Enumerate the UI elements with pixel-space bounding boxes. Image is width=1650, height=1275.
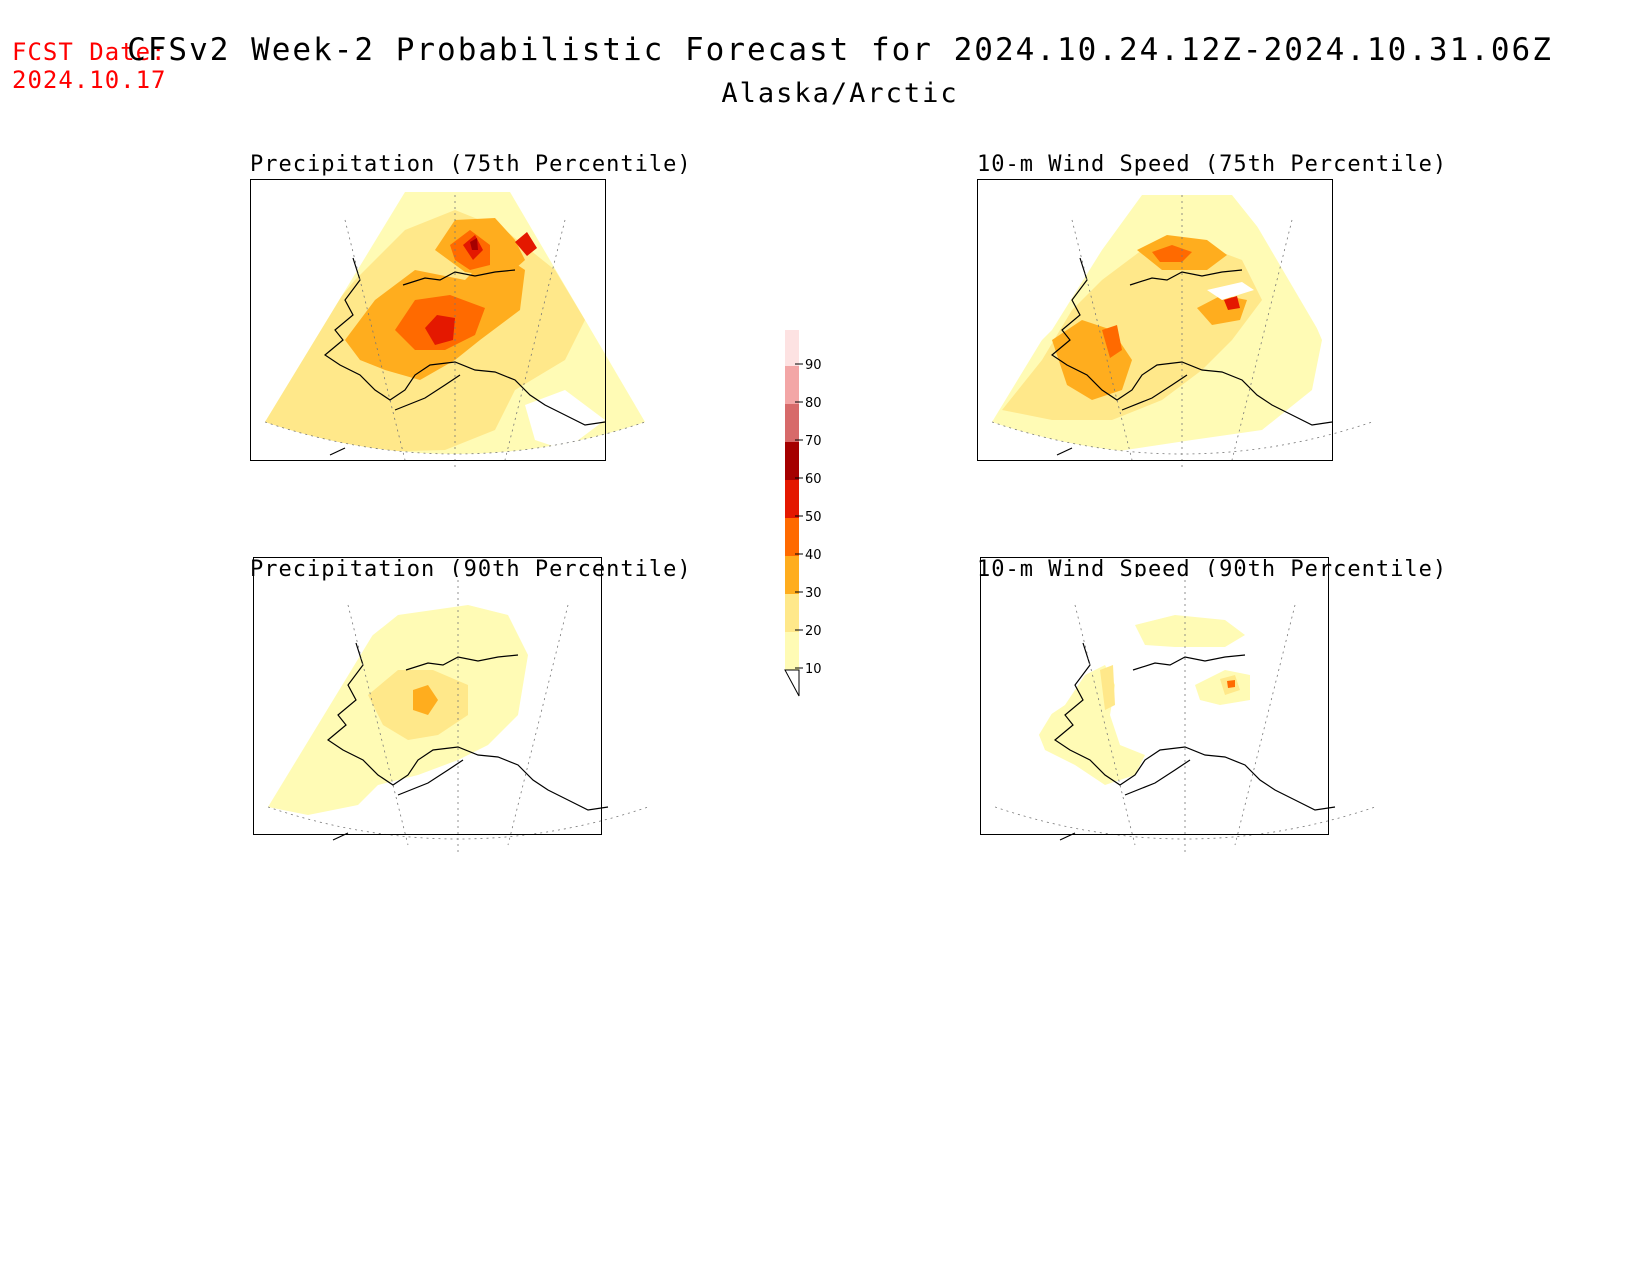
- graticule: [268, 580, 648, 855]
- colorbar-segment: [785, 518, 799, 556]
- contour-40: [1102, 325, 1122, 358]
- panel-title-wind-75: 10-m Wind Speed (75th Percentile): [977, 152, 1448, 177]
- map-frame-precip-75: [250, 179, 606, 461]
- colorbar-tick-label: 30: [805, 586, 822, 601]
- page-subtitle: Alaska/Arctic: [721, 78, 959, 109]
- contour-10-north: [1135, 615, 1245, 647]
- map-wind-90: [995, 577, 1375, 855]
- coastline: [1053, 642, 1336, 841]
- contour-20: [1100, 665, 1115, 710]
- graticule: [992, 195, 1372, 470]
- graticule: [995, 580, 1375, 855]
- colorbar-tick-label: 60: [805, 472, 822, 487]
- colorbar-segment: [785, 330, 799, 366]
- colorbar-segment: [785, 594, 799, 632]
- colorbar-tick-label: 90: [805, 358, 822, 373]
- contour-50: [425, 315, 455, 345]
- no-signal-area: [1207, 282, 1254, 300]
- map-frame-wind-90: [980, 557, 1329, 835]
- colorbar-segment: [785, 366, 799, 404]
- fcst-date-value: 2024.10.17: [12, 66, 167, 94]
- colorbar-segment: [785, 556, 799, 594]
- contour-30: [413, 685, 438, 715]
- coastline: [323, 257, 606, 456]
- map-frame-wind-75: [977, 179, 1333, 461]
- map-precip-90: [268, 577, 648, 855]
- contour-10-west: [1035, 665, 1145, 785]
- fcst-date-label: FCST Date:: [12, 38, 167, 66]
- contour-60: [470, 238, 478, 250]
- contour-50-east: [1224, 296, 1240, 310]
- map-wind-75: [992, 192, 1372, 470]
- map-frame-precip-90: [253, 557, 602, 835]
- colorbar-segment: [785, 404, 799, 442]
- graticule: [265, 195, 645, 470]
- colorbar-segment: [785, 480, 799, 518]
- colorbar-tick-label: 50: [805, 510, 822, 525]
- colorbar-tick-label: 70: [805, 434, 822, 449]
- colorbar-bottom-arrow: [784, 669, 800, 697]
- coastline: [1050, 257, 1333, 456]
- colorbar-segment: [785, 632, 799, 670]
- colorbar: 10 20 30 40 50 60 70 80 90: [784, 330, 822, 697]
- panel-title-precip-75: Precipitation (75th Percentile): [250, 152, 692, 177]
- colorbar-tick-label: 20: [805, 624, 822, 639]
- colorbar-tick-label: 40: [805, 548, 822, 563]
- page-title: CFSv2 Week-2 Probabilistic Forecast for …: [127, 32, 1553, 68]
- colorbar-segment: [785, 442, 799, 480]
- colorbar-tick-label: 10: [805, 662, 822, 677]
- contour-40: [1227, 680, 1235, 688]
- coastline: [326, 642, 609, 841]
- colorbar-tick-label: 80: [805, 396, 822, 411]
- forecast-date-block: FCST Date: 2024.10.17: [12, 38, 167, 94]
- map-precip-75: [265, 192, 645, 470]
- contour-50-east: [515, 232, 537, 256]
